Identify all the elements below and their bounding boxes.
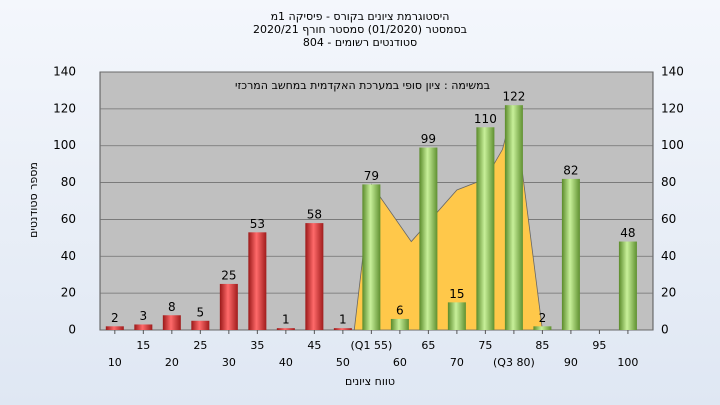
data-label: 110 — [474, 112, 497, 126]
bar — [476, 127, 495, 331]
data-label: 58 — [307, 208, 322, 222]
data-label: 25 — [221, 268, 236, 282]
x-axis-label: טווח ציונים — [345, 375, 395, 388]
data-label: 53 — [250, 217, 265, 231]
x-tick-label: 10 — [108, 356, 122, 369]
bar — [134, 324, 153, 330]
x-tick-label: 100 — [617, 356, 638, 369]
data-label: 15 — [449, 287, 464, 301]
x-tick-label: 70 — [450, 356, 464, 369]
y-tick-label: 80 — [61, 175, 76, 189]
bar — [504, 105, 523, 331]
bar — [105, 326, 124, 330]
x-tick-label: 20 — [165, 356, 179, 369]
data-label: 6 — [396, 303, 404, 317]
data-label: 5 — [197, 305, 205, 319]
data-label: 2 — [111, 311, 119, 325]
data-label: 3 — [140, 309, 148, 323]
y-axis-label: מספר סטודנטים — [27, 162, 40, 238]
x-tick-label: (Q3 80) — [493, 356, 535, 369]
bar — [561, 178, 580, 330]
bar — [305, 223, 324, 330]
y-tick-label: 20 — [61, 286, 76, 300]
y-tick-label: 40 — [61, 249, 76, 263]
y-tick-label: 20 — [661, 286, 676, 300]
x-tick-label: 25 — [193, 339, 207, 352]
x-tick-label: 15 — [136, 339, 150, 352]
chart-title: היסטוגרמת ציונים בקורס - פיסיקה 1מ — [271, 10, 450, 23]
bar — [390, 318, 409, 330]
x-tick-label: 90 — [564, 356, 578, 369]
x-tick-label: 95 — [592, 339, 606, 352]
x-tick-label: 60 — [393, 356, 407, 369]
bar — [219, 283, 238, 330]
x-tick-label: 85 — [535, 339, 549, 352]
y-tick-label: 0 — [661, 323, 669, 337]
bar — [618, 241, 637, 330]
y-tick-label: 100 — [53, 138, 76, 152]
y-tick-label: 140 — [661, 65, 684, 79]
y-tick-label: 120 — [661, 101, 684, 115]
bar — [162, 315, 181, 330]
x-tick-label: 75 — [478, 339, 492, 352]
y-tick-label: 60 — [661, 212, 676, 226]
chart-subtitle: בסמסטר (01/2020) סמסטר חורף 2020/21 — [253, 23, 467, 36]
y-tick-label: 60 — [61, 212, 76, 226]
data-label: 122 — [502, 90, 525, 104]
bar — [191, 320, 210, 330]
data-label: 2 — [539, 311, 547, 325]
y-tick-label: 80 — [661, 175, 676, 189]
y-tick-label: 100 — [661, 138, 684, 152]
bar — [533, 326, 552, 330]
data-label: 82 — [563, 163, 578, 177]
bar — [333, 328, 352, 330]
bar — [276, 328, 295, 330]
bar — [248, 232, 267, 330]
annotation: במשימה : ציון סופי במערכת האקדמית במחשב … — [235, 79, 490, 92]
x-tick-label: 40 — [279, 356, 293, 369]
y-tick-label: 0 — [68, 323, 76, 337]
chart-subtitle: סטודנטים רשומים - 804 — [303, 36, 417, 49]
x-tick-label: 30 — [222, 356, 236, 369]
bar — [362, 184, 381, 330]
data-label: 1 — [282, 313, 290, 327]
data-label: 99 — [421, 132, 436, 146]
x-tick-label: (Q1 55) — [351, 339, 393, 352]
data-label: 1 — [339, 313, 347, 327]
data-label: 79 — [364, 169, 379, 183]
bar — [447, 302, 466, 330]
data-label: 8 — [168, 300, 176, 314]
x-tick-label: 65 — [421, 339, 435, 352]
y-tick-label: 120 — [53, 101, 76, 115]
x-tick-label: 45 — [307, 339, 321, 352]
y-tick-label: 40 — [661, 249, 676, 263]
bar — [419, 147, 438, 330]
x-tick-label: 50 — [336, 356, 350, 369]
x-tick-label: 35 — [250, 339, 264, 352]
data-label: 48 — [620, 226, 635, 240]
y-tick-label: 140 — [53, 65, 76, 79]
